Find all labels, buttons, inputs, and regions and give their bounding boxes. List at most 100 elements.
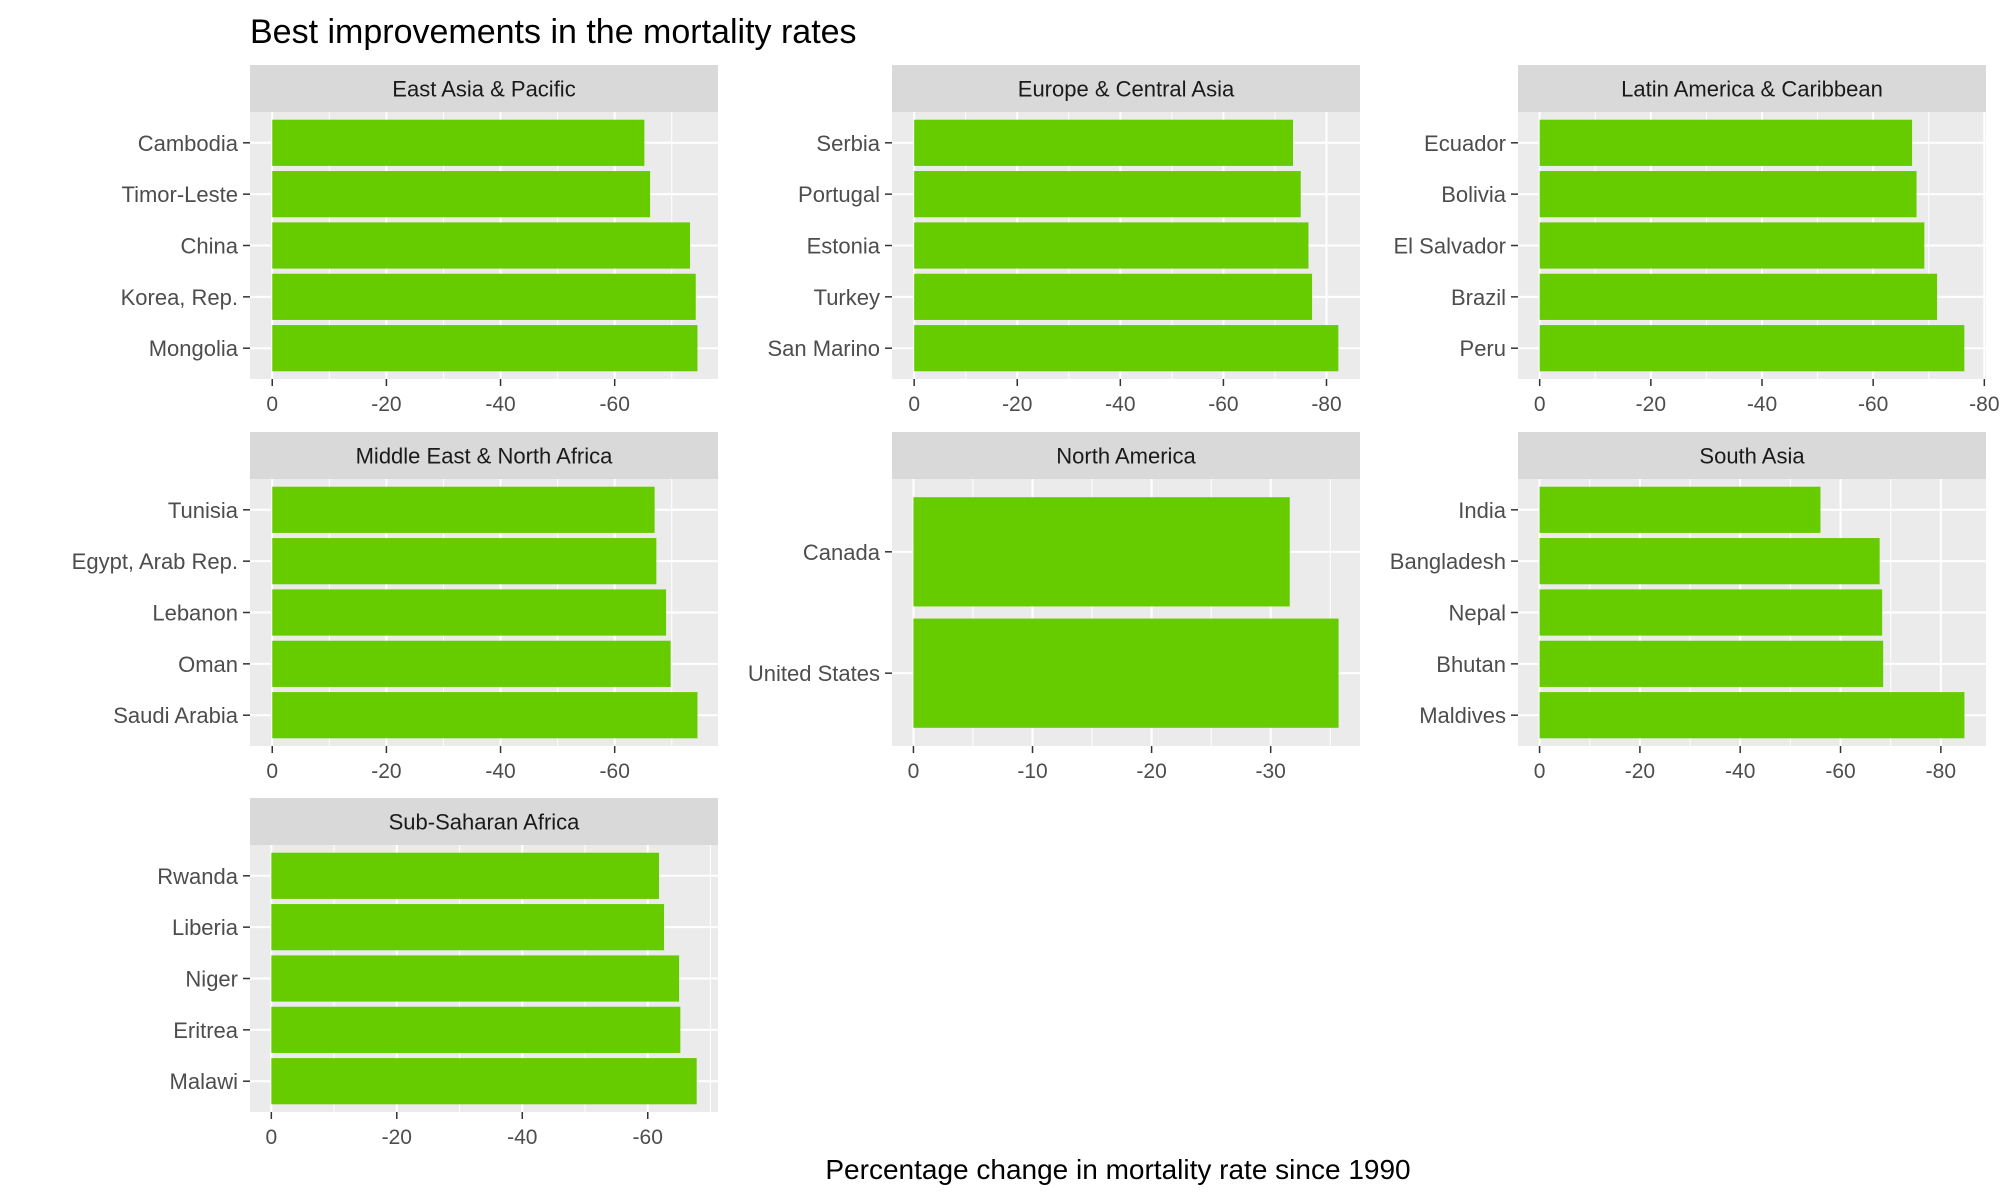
facet-strip-label: Sub-Saharan Africa [389, 810, 581, 835]
x-tick-label: 0 [265, 1126, 277, 1149]
bar [272, 273, 696, 320]
x-tick-label: -40 [1725, 760, 1755, 783]
chart-title: Best improvements in the mortality rates [250, 13, 857, 51]
x-tick-label: -80 [1926, 760, 1956, 783]
facet-panel: East Asia & Pacific Cambodia Timor-Leste Ch… [121, 65, 718, 416]
bar [913, 618, 1339, 728]
facet-strip [250, 432, 718, 479]
x-tick-label: 0 [908, 393, 920, 416]
x-tick-label: -30 [1256, 760, 1286, 783]
facet-panel: Sub-Saharan Africa Rwanda Liberia Niger Erit… [157, 798, 718, 1149]
x-tick-label: -40 [485, 760, 515, 783]
x-tick-label: 0 [908, 760, 920, 783]
bar [1539, 273, 1938, 320]
bar [1539, 171, 1917, 218]
facet-strip-label: North America [1056, 444, 1196, 469]
facet-panel: Middle East & North Africa Tunisia Egypt, … [72, 432, 718, 783]
x-tick-label: -60 [633, 1126, 663, 1149]
category-label: Eritrea [173, 1018, 239, 1043]
x-tick-label: -20 [1625, 760, 1655, 783]
bar [271, 1006, 681, 1053]
bar [272, 486, 655, 533]
x-tick-label: -60 [1858, 393, 1888, 416]
bar [1539, 538, 1880, 585]
category-label: Rwanda [157, 864, 238, 889]
x-tick-label: 0 [1534, 393, 1546, 416]
facet-strip [250, 798, 718, 845]
facet-strip [892, 65, 1360, 112]
bar [1539, 692, 1965, 739]
facet-panel: Europe & Central Asia Serbia Portugal Eston… [767, 65, 1360, 416]
bar [271, 1058, 697, 1105]
bar [914, 325, 1339, 372]
x-tick-label: -60 [600, 760, 630, 783]
category-label: Portugal [798, 182, 880, 207]
category-label: Tunisia [168, 498, 239, 523]
category-label: San Marino [767, 336, 880, 361]
category-label: Nepal [1449, 601, 1506, 626]
bar [272, 692, 698, 739]
facet-strip [250, 65, 718, 112]
bar [272, 640, 671, 687]
category-label: Korea, Rep. [121, 285, 238, 310]
bar [914, 222, 1309, 269]
category-label: Niger [185, 967, 238, 992]
category-label: Malawi [170, 1069, 238, 1094]
category-label: Bangladesh [1390, 549, 1506, 574]
category-label: China [181, 234, 239, 259]
facet-strip-label: Middle East & North Africa [356, 444, 614, 469]
facet-strip [892, 432, 1360, 479]
x-tick-label: -20 [1002, 393, 1032, 416]
bar [914, 273, 1313, 320]
bar [272, 589, 667, 636]
category-label: Turkey [814, 285, 880, 310]
x-tick-label: -40 [485, 393, 515, 416]
bar [913, 497, 1290, 607]
category-label: Oman [178, 652, 238, 677]
x-tick-label: -60 [1825, 760, 1855, 783]
facet-panels: East Asia & Pacific Cambodia Timor-Leste Ch… [72, 65, 2000, 1149]
x-tick-label: -40 [507, 1126, 537, 1149]
x-tick-label: -60 [600, 393, 630, 416]
x-tick-label: -40 [1105, 393, 1135, 416]
category-label: Peru [1460, 336, 1506, 361]
x-tick-label: -20 [382, 1126, 412, 1149]
category-label: Mongolia [149, 336, 239, 361]
category-label: Egypt, Arab Rep. [72, 549, 238, 574]
category-label: Bolivia [1441, 182, 1507, 207]
facet-strip-label: South Asia [1699, 444, 1805, 469]
bar [272, 171, 651, 218]
facet-strip-label: Latin America & Caribbean [1621, 77, 1883, 102]
bar [914, 119, 1293, 166]
bar [272, 222, 691, 269]
bar [1539, 222, 1925, 269]
facet-strip [1518, 65, 1986, 112]
facet-panel: Latin America & Caribbean Ecuador Bolivia E… [1393, 65, 2000, 416]
x-tick-label: -20 [371, 760, 401, 783]
category-label: Saudi Arabia [113, 703, 239, 728]
x-axis-label: Percentage change in mortality rate sinc… [825, 1154, 1410, 1185]
category-label: Estonia [807, 234, 881, 259]
category-label: Ecuador [1424, 131, 1506, 156]
facet-panel: South Asia India Bangladesh Nepal Bhutan Mald… [1390, 432, 1986, 783]
category-label: Liberia [172, 915, 239, 940]
category-label: Brazil [1451, 285, 1506, 310]
category-label: Cambodia [138, 131, 239, 156]
bar [1539, 325, 1965, 372]
category-label: Bhutan [1436, 652, 1506, 677]
category-label: Maldives [1419, 703, 1506, 728]
category-label: Canada [803, 540, 881, 565]
x-tick-label: -20 [1636, 393, 1666, 416]
category-label: United States [748, 661, 880, 686]
category-label: Serbia [816, 131, 880, 156]
bar [1539, 119, 1913, 166]
x-tick-label: -10 [1017, 760, 1047, 783]
bar [1539, 486, 1821, 533]
x-tick-label: 0 [266, 760, 278, 783]
bar [1539, 640, 1884, 687]
x-tick-label: -60 [1208, 393, 1238, 416]
facet-strip-label: East Asia & Pacific [392, 77, 575, 102]
bar [914, 171, 1301, 218]
category-label: Timor-Leste [121, 182, 238, 207]
bar [271, 904, 665, 951]
